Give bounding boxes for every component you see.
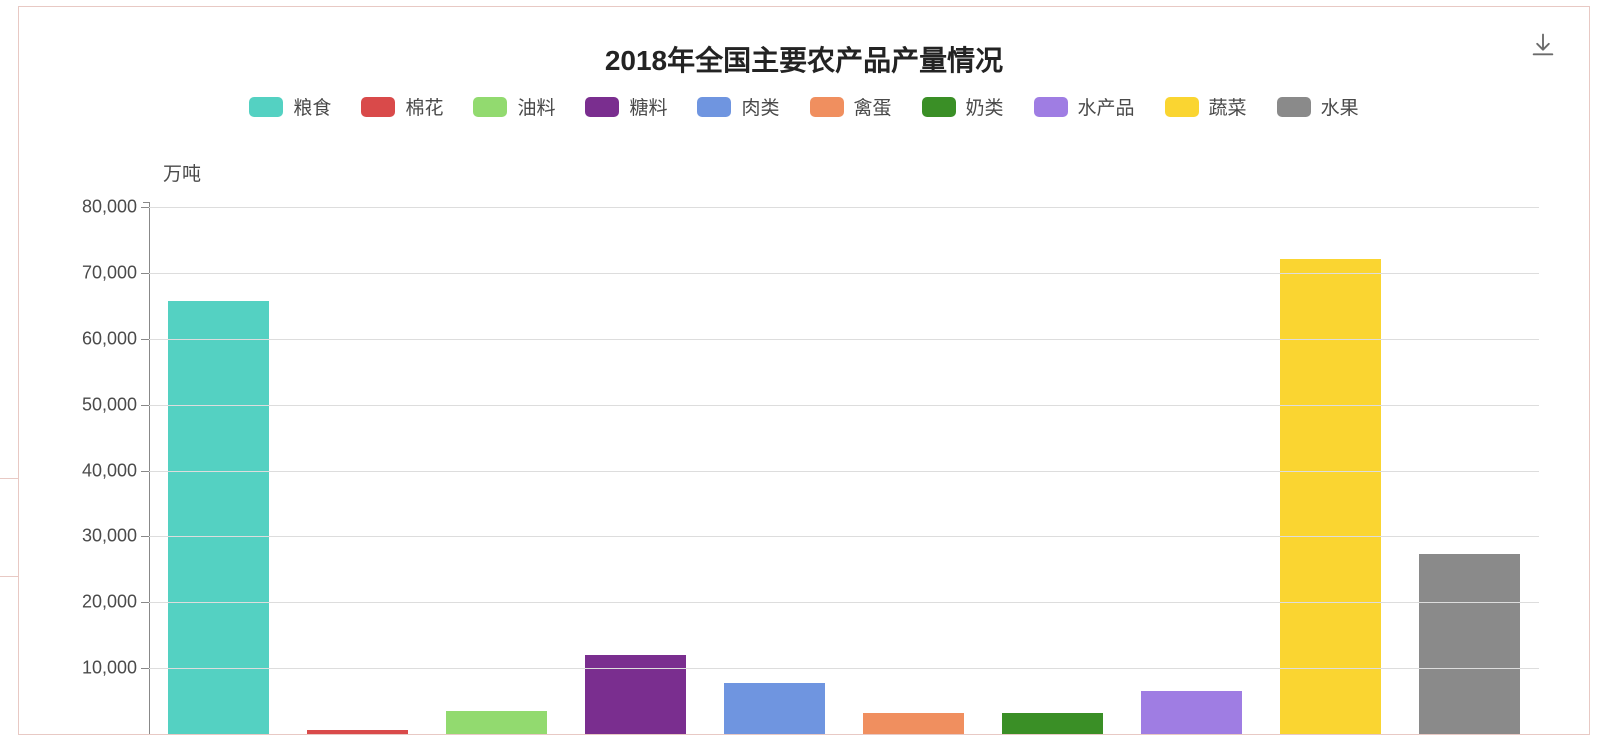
- legend-swatch: [1165, 97, 1199, 117]
- legend-item[interactable]: 棉花: [361, 93, 443, 120]
- grid-line: [149, 471, 1539, 472]
- legend-swatch: [249, 97, 283, 117]
- chart-plot-area: 10,00020,00030,00040,00050,00060,00070,0…: [149, 207, 1539, 734]
- legend-swatch: [1277, 97, 1311, 117]
- y-tick-mark: [141, 207, 149, 208]
- grid-line: [149, 339, 1539, 340]
- bar[interactable]: [585, 655, 685, 734]
- y-tick-label: 30,000: [82, 526, 137, 547]
- legend-label: 肉类: [741, 93, 779, 120]
- legend-item[interactable]: 粮食: [249, 93, 331, 120]
- y-axis-top-mark: [143, 202, 149, 203]
- legend-swatch: [810, 97, 844, 117]
- legend-swatch: [697, 97, 731, 117]
- legend-item[interactable]: 奶类: [922, 93, 1004, 120]
- y-tick-mark: [141, 602, 149, 603]
- grid-line: [149, 207, 1539, 208]
- legend-swatch: [922, 97, 956, 117]
- y-tick-mark: [141, 471, 149, 472]
- y-tick-label: 50,000: [82, 394, 137, 415]
- y-tick-mark: [141, 339, 149, 340]
- legend-swatch: [1034, 97, 1068, 117]
- legend-item[interactable]: 水产品: [1034, 93, 1135, 120]
- legend-swatch: [361, 97, 395, 117]
- legend-item[interactable]: 肉类: [697, 93, 779, 120]
- legend-item[interactable]: 糖料: [585, 93, 667, 120]
- legend-label: 油料: [517, 93, 555, 120]
- bar[interactable]: [446, 711, 546, 734]
- chart-container: 2018年全国主要农产品产量情况 粮食 棉花 油料 糖料 肉类 禽蛋 奶类 水产品 蔬菜 水果 万…: [18, 6, 1590, 735]
- y-tick-mark: [141, 273, 149, 274]
- legend-label: 糖料: [629, 93, 667, 120]
- bar[interactable]: [307, 730, 407, 734]
- legend-label: 水果: [1321, 93, 1359, 120]
- grid-line: [149, 273, 1539, 274]
- bar[interactable]: [1141, 691, 1241, 734]
- bar[interactable]: [1280, 259, 1380, 734]
- legend-item[interactable]: 油料: [473, 93, 555, 120]
- chart-title: 2018年全国主要农产品产量情况: [19, 39, 1589, 79]
- grid-line: [149, 536, 1539, 537]
- legend-swatch: [473, 97, 507, 117]
- grid-line: [149, 668, 1539, 669]
- legend-label: 蔬菜: [1209, 93, 1247, 120]
- y-tick-label: 70,000: [82, 262, 137, 283]
- bar[interactable]: [1002, 713, 1102, 734]
- legend-label: 禽蛋: [854, 93, 892, 120]
- y-tick-label: 40,000: [82, 460, 137, 481]
- legend-swatch: [585, 97, 619, 117]
- bar[interactable]: [1419, 554, 1519, 734]
- y-tick-label: 60,000: [82, 328, 137, 349]
- legend-item[interactable]: 水果: [1277, 93, 1359, 120]
- y-tick-mark: [141, 405, 149, 406]
- legend-item[interactable]: 禽蛋: [810, 93, 892, 120]
- grid-line: [149, 405, 1539, 406]
- grid-line: [149, 602, 1539, 603]
- legend-label: 棉花: [405, 93, 443, 120]
- bar[interactable]: [724, 683, 824, 734]
- y-tick-label: 80,000: [82, 197, 137, 218]
- legend-item[interactable]: 蔬菜: [1165, 93, 1247, 120]
- y-tick-mark: [141, 536, 149, 537]
- left-border-strip: [0, 6, 18, 735]
- y-tick-mark: [141, 668, 149, 669]
- legend-label: 水产品: [1078, 93, 1135, 120]
- y-axis-unit-label: 万吨: [163, 159, 201, 186]
- y-axis: 10,00020,00030,00040,00050,00060,00070,0…: [94, 207, 149, 734]
- y-tick-label: 20,000: [82, 592, 137, 613]
- legend-label: 粮食: [293, 93, 331, 120]
- legend-label: 奶类: [966, 93, 1004, 120]
- chart-legend: 粮食 棉花 油料 糖料 肉类 禽蛋 奶类 水产品 蔬菜 水果: [19, 93, 1589, 120]
- bar[interactable]: [863, 713, 963, 734]
- y-tick-label: 10,000: [82, 658, 137, 679]
